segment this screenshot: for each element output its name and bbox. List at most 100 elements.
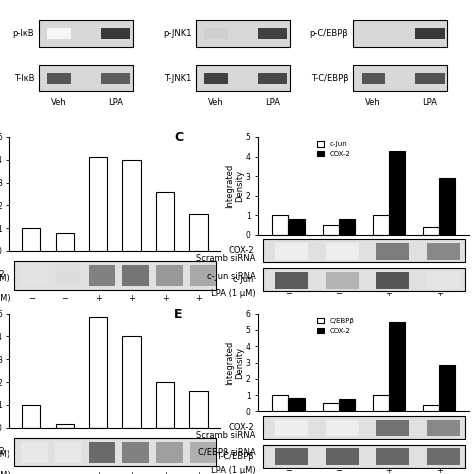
Bar [353, 20, 447, 47]
Text: −: − [285, 448, 292, 457]
Bar [204, 73, 228, 83]
Bar [55, 233, 74, 251]
Text: p-C/EBPβ: p-C/EBPβ [310, 29, 348, 38]
Text: +: + [385, 290, 392, 299]
Text: +: + [162, 471, 169, 474]
Text: T-JNK1: T-JNK1 [164, 73, 191, 82]
Text: −: − [335, 290, 342, 299]
Text: LPA (1 μM): LPA (1 μM) [211, 466, 256, 474]
Text: −: − [335, 431, 342, 440]
Text: 40: 40 [59, 450, 70, 459]
Bar [190, 265, 216, 286]
Text: Veh: Veh [51, 98, 67, 107]
Bar [55, 442, 82, 463]
Text: +: + [195, 294, 202, 303]
Bar [326, 419, 359, 437]
Text: 1: 1 [129, 274, 134, 283]
Bar [263, 416, 465, 439]
Bar [190, 442, 216, 463]
Text: +: + [385, 466, 392, 474]
Text: +: + [335, 272, 342, 281]
Bar [439, 178, 455, 235]
Bar [362, 73, 385, 83]
Text: −: − [436, 431, 443, 440]
Bar [263, 268, 465, 291]
Bar [362, 28, 385, 39]
Bar [373, 395, 389, 411]
Bar [89, 265, 115, 286]
Bar [289, 398, 305, 411]
Text: −: − [285, 466, 292, 474]
Bar [423, 405, 439, 411]
Text: T-C/EBPβ: T-C/EBPβ [217, 452, 254, 461]
Bar [376, 243, 410, 260]
Text: p-JNK1: p-JNK1 [163, 29, 191, 38]
Bar [122, 265, 149, 286]
Bar [258, 28, 287, 39]
Bar [275, 448, 308, 465]
Text: 5: 5 [163, 274, 168, 283]
Text: 10: 10 [59, 274, 70, 283]
Bar [373, 215, 389, 235]
Bar [156, 265, 182, 286]
Text: −: − [95, 274, 102, 283]
Text: Bay (μM): Bay (μM) [0, 274, 10, 283]
Bar [339, 219, 355, 235]
Bar [21, 265, 48, 286]
Text: −: − [28, 274, 35, 283]
Bar [89, 317, 108, 428]
Text: −: − [28, 471, 35, 474]
Bar [353, 65, 447, 91]
Bar [47, 28, 71, 39]
Text: Veh: Veh [208, 98, 224, 107]
Bar [47, 73, 71, 83]
Text: LPA (1 μM): LPA (1 μM) [0, 471, 10, 474]
Bar [190, 215, 208, 251]
Bar [38, 20, 133, 47]
Text: T-C/EBPβ: T-C/EBPβ [311, 73, 348, 82]
Bar [289, 219, 305, 235]
Bar [439, 365, 455, 411]
Bar [263, 239, 465, 262]
Bar [427, 243, 460, 260]
Bar [389, 151, 405, 235]
Text: C/EBPβ siRNA: C/EBPβ siRNA [198, 448, 256, 457]
Text: +: + [285, 431, 292, 440]
Bar [415, 73, 445, 83]
Bar [273, 395, 289, 411]
Bar [275, 419, 308, 437]
Bar [376, 448, 410, 465]
Text: 10: 10 [193, 274, 204, 283]
Text: LPA: LPA [265, 98, 280, 107]
Text: COX-2: COX-2 [0, 447, 5, 456]
Bar [89, 157, 108, 251]
Bar [89, 442, 115, 463]
Text: LPA: LPA [422, 98, 438, 107]
Text: p-IκB: p-IκB [13, 29, 34, 38]
Bar [323, 403, 339, 411]
Bar [376, 272, 410, 289]
Bar [326, 448, 359, 465]
Text: 40: 40 [193, 450, 204, 459]
Bar [263, 445, 465, 468]
Text: −: − [385, 448, 392, 457]
Text: T-IκB: T-IκB [14, 73, 34, 82]
Text: +: + [335, 448, 342, 457]
Text: c-Jun: c-Jun [233, 275, 254, 284]
Text: +: + [95, 294, 101, 303]
Text: +: + [436, 466, 443, 474]
Text: Veh: Veh [365, 98, 381, 107]
Text: +: + [162, 294, 169, 303]
Bar [275, 243, 308, 260]
Bar [14, 261, 216, 290]
Bar [204, 28, 228, 39]
Text: LPA (1 μM): LPA (1 μM) [0, 294, 10, 303]
Text: Scramb siRNA: Scramb siRNA [196, 254, 256, 263]
Text: −: − [61, 471, 68, 474]
Bar [323, 225, 339, 235]
Bar [38, 65, 133, 91]
Text: 20: 20 [160, 450, 170, 459]
Bar [326, 243, 359, 260]
Text: +: + [385, 254, 392, 263]
Text: −: − [95, 450, 102, 459]
